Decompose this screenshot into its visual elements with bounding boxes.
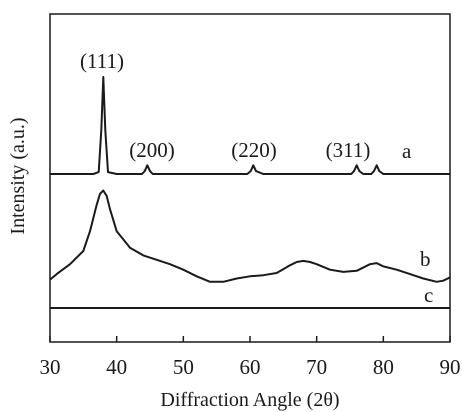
x-tick-label: 50 [173, 355, 194, 379]
series-a-line [50, 76, 450, 175]
peak-label-200: (200) [129, 138, 175, 162]
series-b-line [49, 189, 451, 283]
x-axis-ticks: 30 40 50 60 70 80 90 [40, 336, 461, 379]
peak-label-311: (311) [326, 138, 371, 162]
x-tick-label: 70 [306, 355, 327, 379]
x-axis-label: Diffraction Angle (2θ) [160, 389, 339, 411]
y-axis-label: Intensity (a.u.) [7, 117, 29, 234]
x-tick-label: 60 [240, 355, 261, 379]
series-label-c: c [424, 283, 433, 307]
x-tick-label: 90 [440, 355, 461, 379]
series-layer [49, 76, 451, 309]
x-tick-label: 80 [373, 355, 394, 379]
series-label-a: a [402, 139, 412, 163]
peak-label-220: (220) [231, 138, 277, 162]
peak-label-111: (111) [80, 49, 124, 73]
x-tick-label: 40 [106, 355, 127, 379]
x-tick-label: 30 [40, 355, 61, 379]
series-label-b: b [420, 247, 431, 271]
